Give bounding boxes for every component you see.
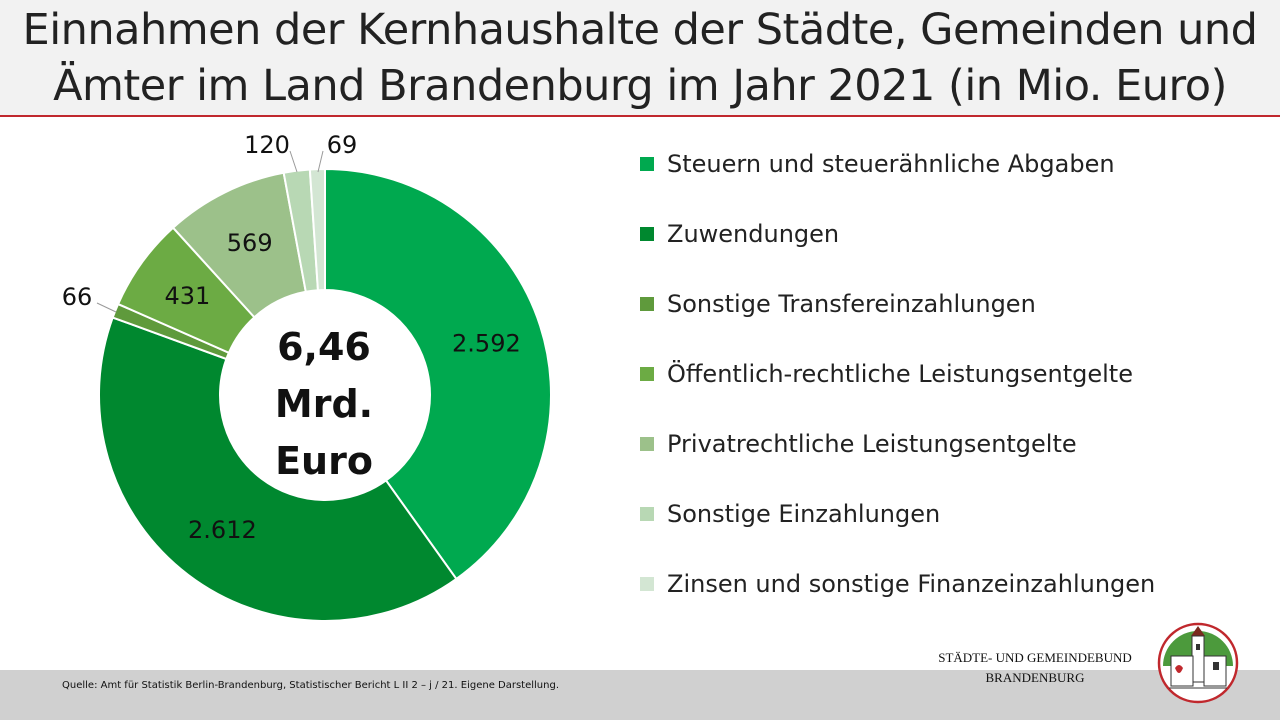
leader-line <box>317 150 324 173</box>
legend-label: Steuern und steuerähnliche Abgaben <box>667 150 1115 178</box>
legend-swatch <box>640 507 654 521</box>
legend-label: Zinsen und sonstige Finanzeinzahlungen <box>667 570 1156 598</box>
legend-swatch <box>640 157 654 171</box>
legend: Steuern und steuerähnliche Abgaben Zuwend… <box>640 144 1155 634</box>
legend-swatch <box>640 227 654 241</box>
data-label: 2.612 <box>188 516 257 544</box>
organization-line-1: STÄDTE- UND GEMEINDEBUND <box>938 650 1132 665</box>
data-label: 2.592 <box>452 329 521 357</box>
leader-line <box>96 302 117 313</box>
data-labels: 2.592 2.612 66 431 569 120 69 <box>62 131 521 544</box>
legend-item: Sonstige Einzahlungen <box>640 494 1155 564</box>
donut-slices <box>98 167 552 622</box>
center-label-value: 6,46 <box>277 325 371 369</box>
legend-label: Sonstige Einzahlungen <box>667 500 941 528</box>
legend-swatch <box>640 367 654 381</box>
title-line-1: Einnahmen der Kernhaushalte der Städte, … <box>22 5 1258 55</box>
footer-bar: Quelle: Amt für Statistik Berlin-Branden… <box>0 670 1280 720</box>
title-line-2: Ämter im Land Brandenburg im Jahr 2021 (… <box>53 61 1227 111</box>
legend-item: Zinsen und sonstige Finanzeinzahlungen <box>640 564 1155 634</box>
center-label: 6,46 Mrd. Euro <box>275 325 373 483</box>
center-label-currency: Euro <box>275 439 373 483</box>
source-note: Quelle: Amt für Statistik Berlin-Branden… <box>62 680 560 691</box>
legend-swatch <box>640 297 654 311</box>
legend-label: Privatrechtliche Leistungsentgelte <box>667 430 1077 458</box>
organization-line-2: BRANDENBURG <box>985 670 1085 685</box>
legend-label: Öffentlich-rechtliche Leistungsentgelte <box>667 360 1133 388</box>
donut-slice <box>308 167 326 292</box>
coat-of-arms-logo <box>1157 622 1239 704</box>
donut-chart: 2.592 2.612 66 431 569 120 69 6,46 Mrd. Euro <box>62 131 552 622</box>
legend-item: Steuern und steuerähnliche Abgaben <box>640 144 1155 214</box>
legend-swatch <box>640 437 654 451</box>
title-bar: Einnahmen der Kernhaushalte der Städte, … <box>0 0 1280 117</box>
leader-line <box>289 150 298 173</box>
legend-item: Sonstige Transfereinzahlungen <box>640 284 1155 354</box>
legend-item: Privatrechtliche Leistungsentgelte <box>640 424 1155 494</box>
chart-title: Einnahmen der Kernhaushalte der Städte, … <box>0 2 1280 114</box>
donut-slice <box>324 167 552 581</box>
data-label: 66 <box>62 283 93 311</box>
data-label: 431 <box>164 282 210 310</box>
leader-lines <box>96 150 324 313</box>
data-label: 569 <box>227 229 273 257</box>
data-label: 69 <box>327 131 358 159</box>
legend-label: Sonstige Transfereinzahlungen <box>667 290 1036 318</box>
legend-item: Öffentlich-rechtliche Leistungsentgelte <box>640 354 1155 424</box>
legend-item: Zuwendungen <box>640 214 1155 284</box>
donut-slice <box>98 316 458 622</box>
data-label: 120 <box>244 131 290 159</box>
legend-swatch <box>640 577 654 591</box>
center-label-unit: Mrd. <box>275 382 373 426</box>
organization-name: STÄDTE- UND GEMEINDEBUND BRANDENBURG <box>915 648 1155 688</box>
legend-label: Zuwendungen <box>667 220 840 248</box>
